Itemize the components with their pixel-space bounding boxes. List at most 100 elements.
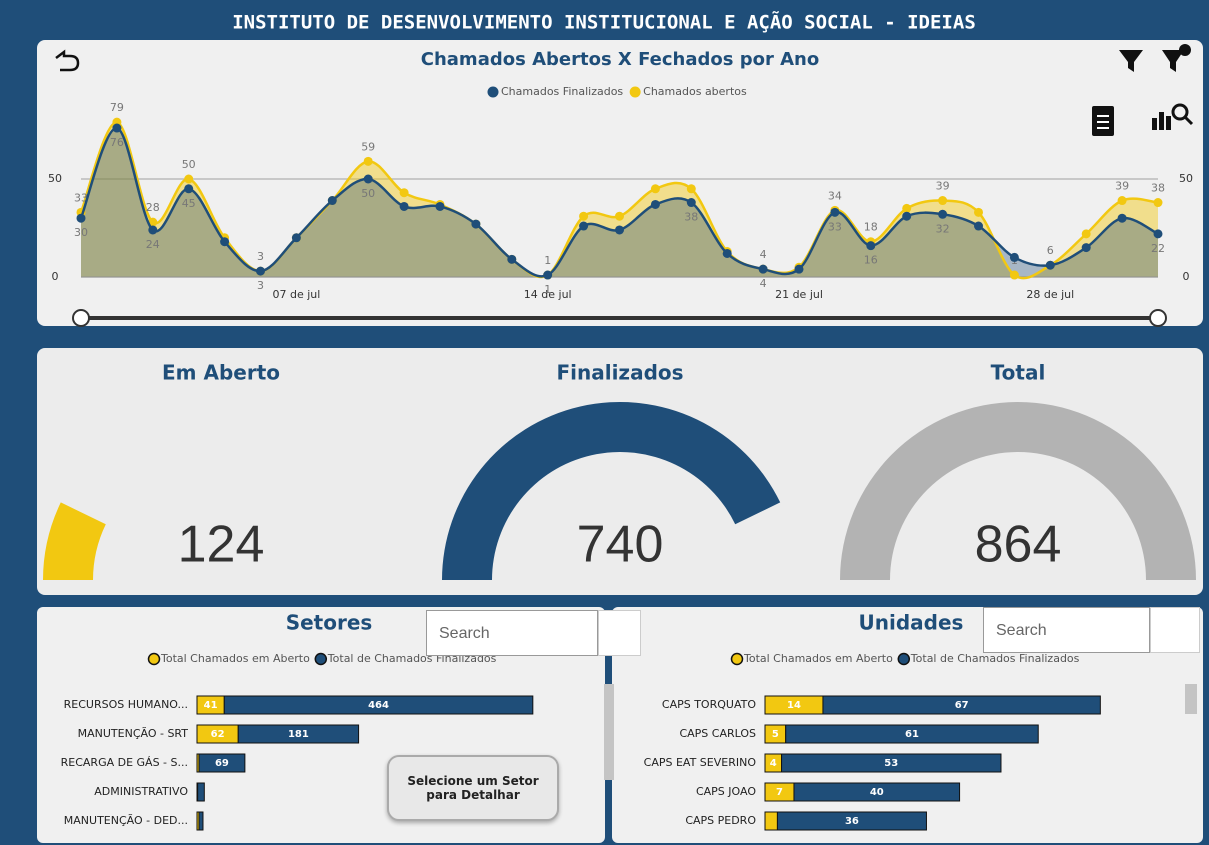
bar [785,724,1039,744]
point [1117,196,1127,206]
legend-marker [730,652,744,666]
data-label: 39 [1115,180,1129,193]
point [184,184,194,194]
point [1153,198,1163,208]
category-label: CAPS JOAO [696,785,756,798]
point [974,221,983,231]
point [184,174,194,184]
gauge-title: Finalizados [556,361,683,385]
point [615,225,624,235]
point [1045,260,1055,270]
data-label: 79 [110,101,124,114]
data-label: 50 [182,158,196,171]
line [79,126,1159,278]
bar [223,695,534,715]
y2-tick-label: 50 [1179,172,1193,185]
data-label: 30 [74,226,88,239]
data-label: 1 [544,283,551,296]
data-label: 39 [936,180,950,193]
legend-marker [487,86,499,98]
data-label: 33 [828,220,842,233]
search-box[interactable]: Search [983,607,1150,653]
chart-title: Chamados Abertos X Fechados por Ano [421,49,819,70]
point [866,241,876,251]
analytics-icon[interactable] [1152,118,1157,130]
point [220,237,230,247]
data-label: 59 [361,140,375,153]
search-box[interactable]: Search [426,610,598,656]
point [1117,213,1127,223]
clear-filter-icon[interactable] [1162,50,1184,72]
gauge-title: Total [991,361,1046,385]
point [507,254,517,264]
panel [37,348,1203,595]
bar [764,811,778,831]
category-label: CAPS PEDRO [685,814,756,827]
slider-handle[interactable] [1149,309,1167,327]
slider-handle[interactable] [72,309,90,327]
point [291,233,301,243]
category-label: CAPS EAT SEVERINO [644,756,757,769]
data-label: 22 [1151,242,1165,255]
data-label: 4 [760,248,767,261]
point [543,270,553,280]
category-label: CAPS TORQUATO [662,698,756,711]
legend-label: Total Chamados em Aberto [743,652,893,665]
data-label: 36 [845,816,859,827]
data-label: 4 [770,758,777,769]
data-label: 5 [772,729,779,740]
scrollbar[interactable] [604,684,614,780]
point [1153,229,1163,239]
detail-button[interactable]: Selecione um Setor para Detalhar [387,755,559,821]
data-label: 16 [864,254,878,267]
data-label: 45 [182,197,196,210]
point [830,207,840,217]
bar [781,753,1002,773]
category-label: MANUTENÇÃO - DED... [64,814,188,827]
area [81,122,1158,279]
category-label: CAPS CARLOS [679,727,756,740]
point [650,184,660,194]
point [974,207,983,217]
data-label: 28 [146,201,160,214]
erase-button[interactable] [598,610,641,656]
y-tick-label: 0 [52,270,59,283]
point [148,225,158,235]
gauge-value: 740 [577,516,664,574]
x-tick-label: 14 de jul [524,288,572,301]
legend-marker [629,86,641,98]
legend-label: Chamados Finalizados [501,85,623,98]
data-label: 40 [870,787,884,798]
data-label: 7 [776,787,783,798]
point [938,209,948,219]
point [1009,270,1019,280]
erase-button[interactable] [1150,607,1200,653]
data-label: 4 [760,277,767,290]
bar [822,695,1101,715]
data-label: 14 [787,700,801,711]
category-label: RECURSOS HUMANO... [64,698,188,711]
data-label: 18 [864,221,878,234]
point [435,201,445,211]
x-tick-label: 21 de jul [775,288,823,301]
data-label: 3 [257,279,264,292]
data-label: 76 [110,136,124,149]
point [363,156,373,166]
data-label: 1 [544,254,551,267]
x-tick-label: 28 de jul [1026,288,1074,301]
data-label: 41 [204,700,218,711]
filter-icon[interactable] [1119,50,1143,72]
gauge-arc [840,402,1196,580]
back-icon[interactable] [55,49,80,72]
analytics-icon [1183,115,1194,126]
scrollbar[interactable] [1185,684,1197,714]
point [1009,252,1019,262]
gauge-value: 864 [975,516,1062,574]
point [471,219,481,229]
legend-marker [314,652,328,666]
analytics-icon [1159,112,1164,130]
point [363,174,373,184]
data-label: 53 [884,758,898,769]
y-tick-label: 50 [48,172,62,185]
